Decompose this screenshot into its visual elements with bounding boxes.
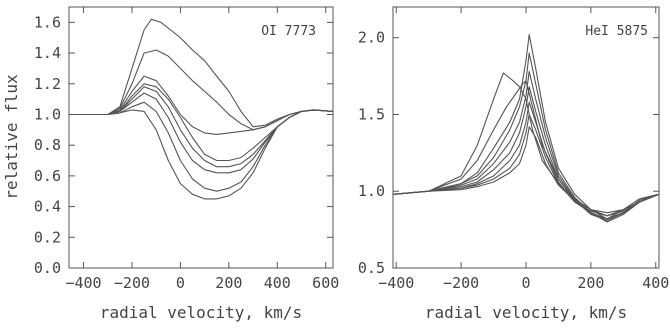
y-tick-label: 1.6	[34, 13, 61, 31]
y-tick-label: 1.0	[34, 105, 61, 123]
panel-label: OI 7773	[261, 24, 316, 39]
x-tick-label: 0	[176, 274, 185, 292]
series-line-5	[69, 86, 334, 168]
series-line-7	[392, 101, 660, 220]
y-tick-label: 0.5	[358, 259, 385, 277]
x-tick-label: 400	[264, 274, 291, 292]
y-tick-label: 2.0	[358, 29, 385, 47]
x-tick-label: −400	[65, 274, 101, 292]
x-axis: −400 −200 0 200 400	[378, 7, 669, 292]
x-tick-label: 200	[215, 274, 242, 292]
hei-5875-chart: −400 −200 0 200 400 0.5 1.0 1.5 2.0 HeI 5875 ra…	[358, 6, 669, 322]
oi-7773-chart: −400 −200 0 200 400 600 0.0 0.2 0.4 0.6 0.8 1.0 1.2…	[2, 6, 339, 322]
series-line-6	[392, 86, 660, 221]
y-tick-label: 0.6	[34, 167, 61, 185]
y-tick-label: 0.8	[34, 136, 61, 154]
plot-frame	[68, 6, 334, 269]
series-line-4	[392, 52, 660, 223]
series-line-5	[392, 70, 660, 223]
x-tick-label: −200	[114, 274, 150, 292]
y-tick-label: 0.0	[34, 259, 61, 277]
series-line-2	[69, 49, 334, 131]
panel-label: HeI 5875	[585, 24, 648, 39]
series-lines	[69, 18, 334, 200]
x-tick-label: −400	[378, 274, 414, 292]
series-line-8	[392, 113, 660, 217]
x-tick-label: 200	[577, 274, 604, 292]
y-tick-label: 1.2	[34, 75, 61, 93]
x-axis-title: radial velocity, km/s	[425, 303, 627, 322]
x-axis: −400 −200 0 200 400 600	[65, 7, 339, 292]
y-tick-label: 1.0	[358, 182, 385, 200]
series-line-9	[392, 126, 660, 214]
x-tick-label: 0	[521, 274, 530, 292]
y-axis: 0.0 0.2 0.4 0.6 0.8 1.0 1.2 1.4 1.6	[34, 13, 333, 277]
y-tick-label: 0.4	[34, 198, 61, 216]
series-line-8	[69, 109, 334, 200]
series-lines	[392, 34, 660, 223]
series-line-6	[69, 92, 334, 174]
series-line-4	[69, 83, 334, 162]
y-tick-label: 1.5	[358, 105, 385, 123]
y-tick-label: 0.2	[34, 228, 61, 246]
x-tick-label: 600	[312, 274, 339, 292]
series-line-1	[69, 18, 334, 128]
y-axis: 0.5 1.0 1.5 2.0	[358, 29, 659, 277]
series-line-3	[69, 75, 334, 135]
y-axis-title: relative flux	[2, 74, 21, 200]
y-tick-label: 1.4	[34, 44, 61, 62]
x-axis-title: radial velocity, km/s	[100, 303, 302, 322]
x-tick-label: −200	[443, 274, 479, 292]
plot-frame	[392, 6, 660, 269]
x-tick-label: 400	[642, 274, 669, 292]
